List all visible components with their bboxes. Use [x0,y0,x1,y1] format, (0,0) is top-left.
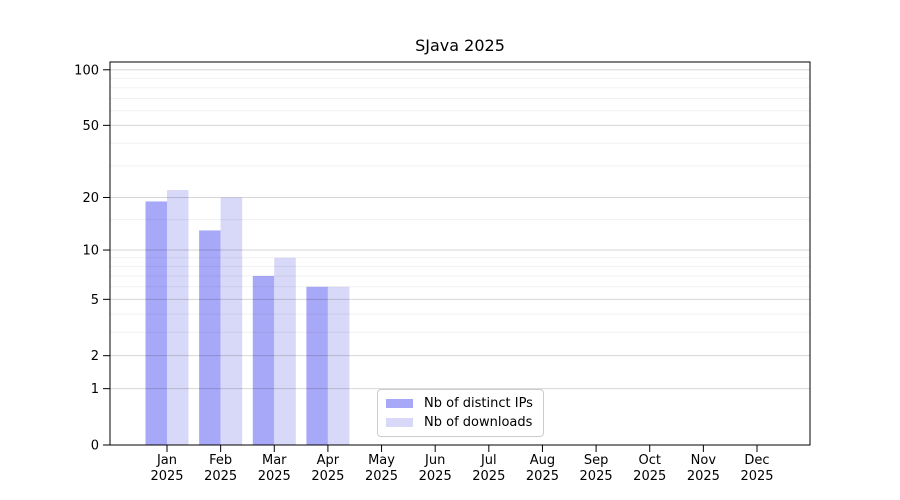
x-tick-label-month: Jul [480,453,497,468]
x-tick-label-year: 2025 [365,469,398,484]
bar-distinct-ips-feb [199,230,221,445]
x-tick-label-year: 2025 [580,469,613,484]
chart-title: SJava 2025 [415,36,505,55]
y-tick-label: 0 [91,439,99,454]
bar-distinct-ips-jan [145,201,167,445]
y-tick-label: 2 [91,349,99,364]
legend-label-distinct-ips: Nb of distinct IPs [424,396,533,411]
x-tick-label-year: 2025 [204,469,237,484]
y-tick-label: 10 [82,244,99,259]
x-tick-label-month: Feb [209,453,232,468]
x-tick-label-month: Sep [584,453,609,468]
y-tick-label: 100 [74,63,99,78]
legend-item-downloads: Nb of downloads [386,415,533,430]
legend-swatch-downloads [386,418,413,427]
x-tick-label-year: 2025 [526,469,559,484]
y-tick-label: 20 [82,191,99,206]
legend-label-downloads: Nb of downloads [424,415,533,430]
bar-downloads-apr [327,286,350,445]
x-tick-label-year: 2025 [740,469,773,484]
x-tick-label-month: Jan [156,453,177,468]
x-tick-label-month: Oct [638,453,660,468]
y-tick-label: 1 [91,382,99,397]
x-tick-label-year: 2025 [258,469,291,484]
bar-distinct-ips-mar [252,275,275,445]
y-tick-label: 50 [82,119,99,134]
bar-distinct-ips-apr [306,286,328,445]
x-tick-label-year: 2025 [472,469,505,484]
x-tick-label-month: Apr [317,453,340,468]
legend-swatch-distinct-ips [386,399,413,408]
bar-downloads-jan [167,190,189,445]
x-tick-label-month: Aug [530,453,555,468]
x-tick-label-month: Dec [744,453,769,468]
x-tick-label-year: 2025 [419,469,452,484]
x-tick-label-year: 2025 [687,469,720,484]
x-tick-label-year: 2025 [150,469,183,484]
x-tick-label-month: May [368,453,395,468]
bar-downloads-mar [274,257,296,445]
x-tick-label-year: 2025 [633,469,666,484]
x-tick-label-year: 2025 [311,469,344,484]
x-tick-label-month: Nov [691,453,717,468]
axis-border [109,61,811,446]
bar-downloads-feb [220,197,243,445]
y-tick-label: 5 [91,293,99,308]
legend-item-distinct-ips: Nb of distinct IPs [386,396,533,411]
legend: Nb of distinct IPs Nb of downloads [377,389,544,437]
x-tick-label-month: Mar [262,453,287,468]
x-tick-label-month: Jun [424,453,445,468]
